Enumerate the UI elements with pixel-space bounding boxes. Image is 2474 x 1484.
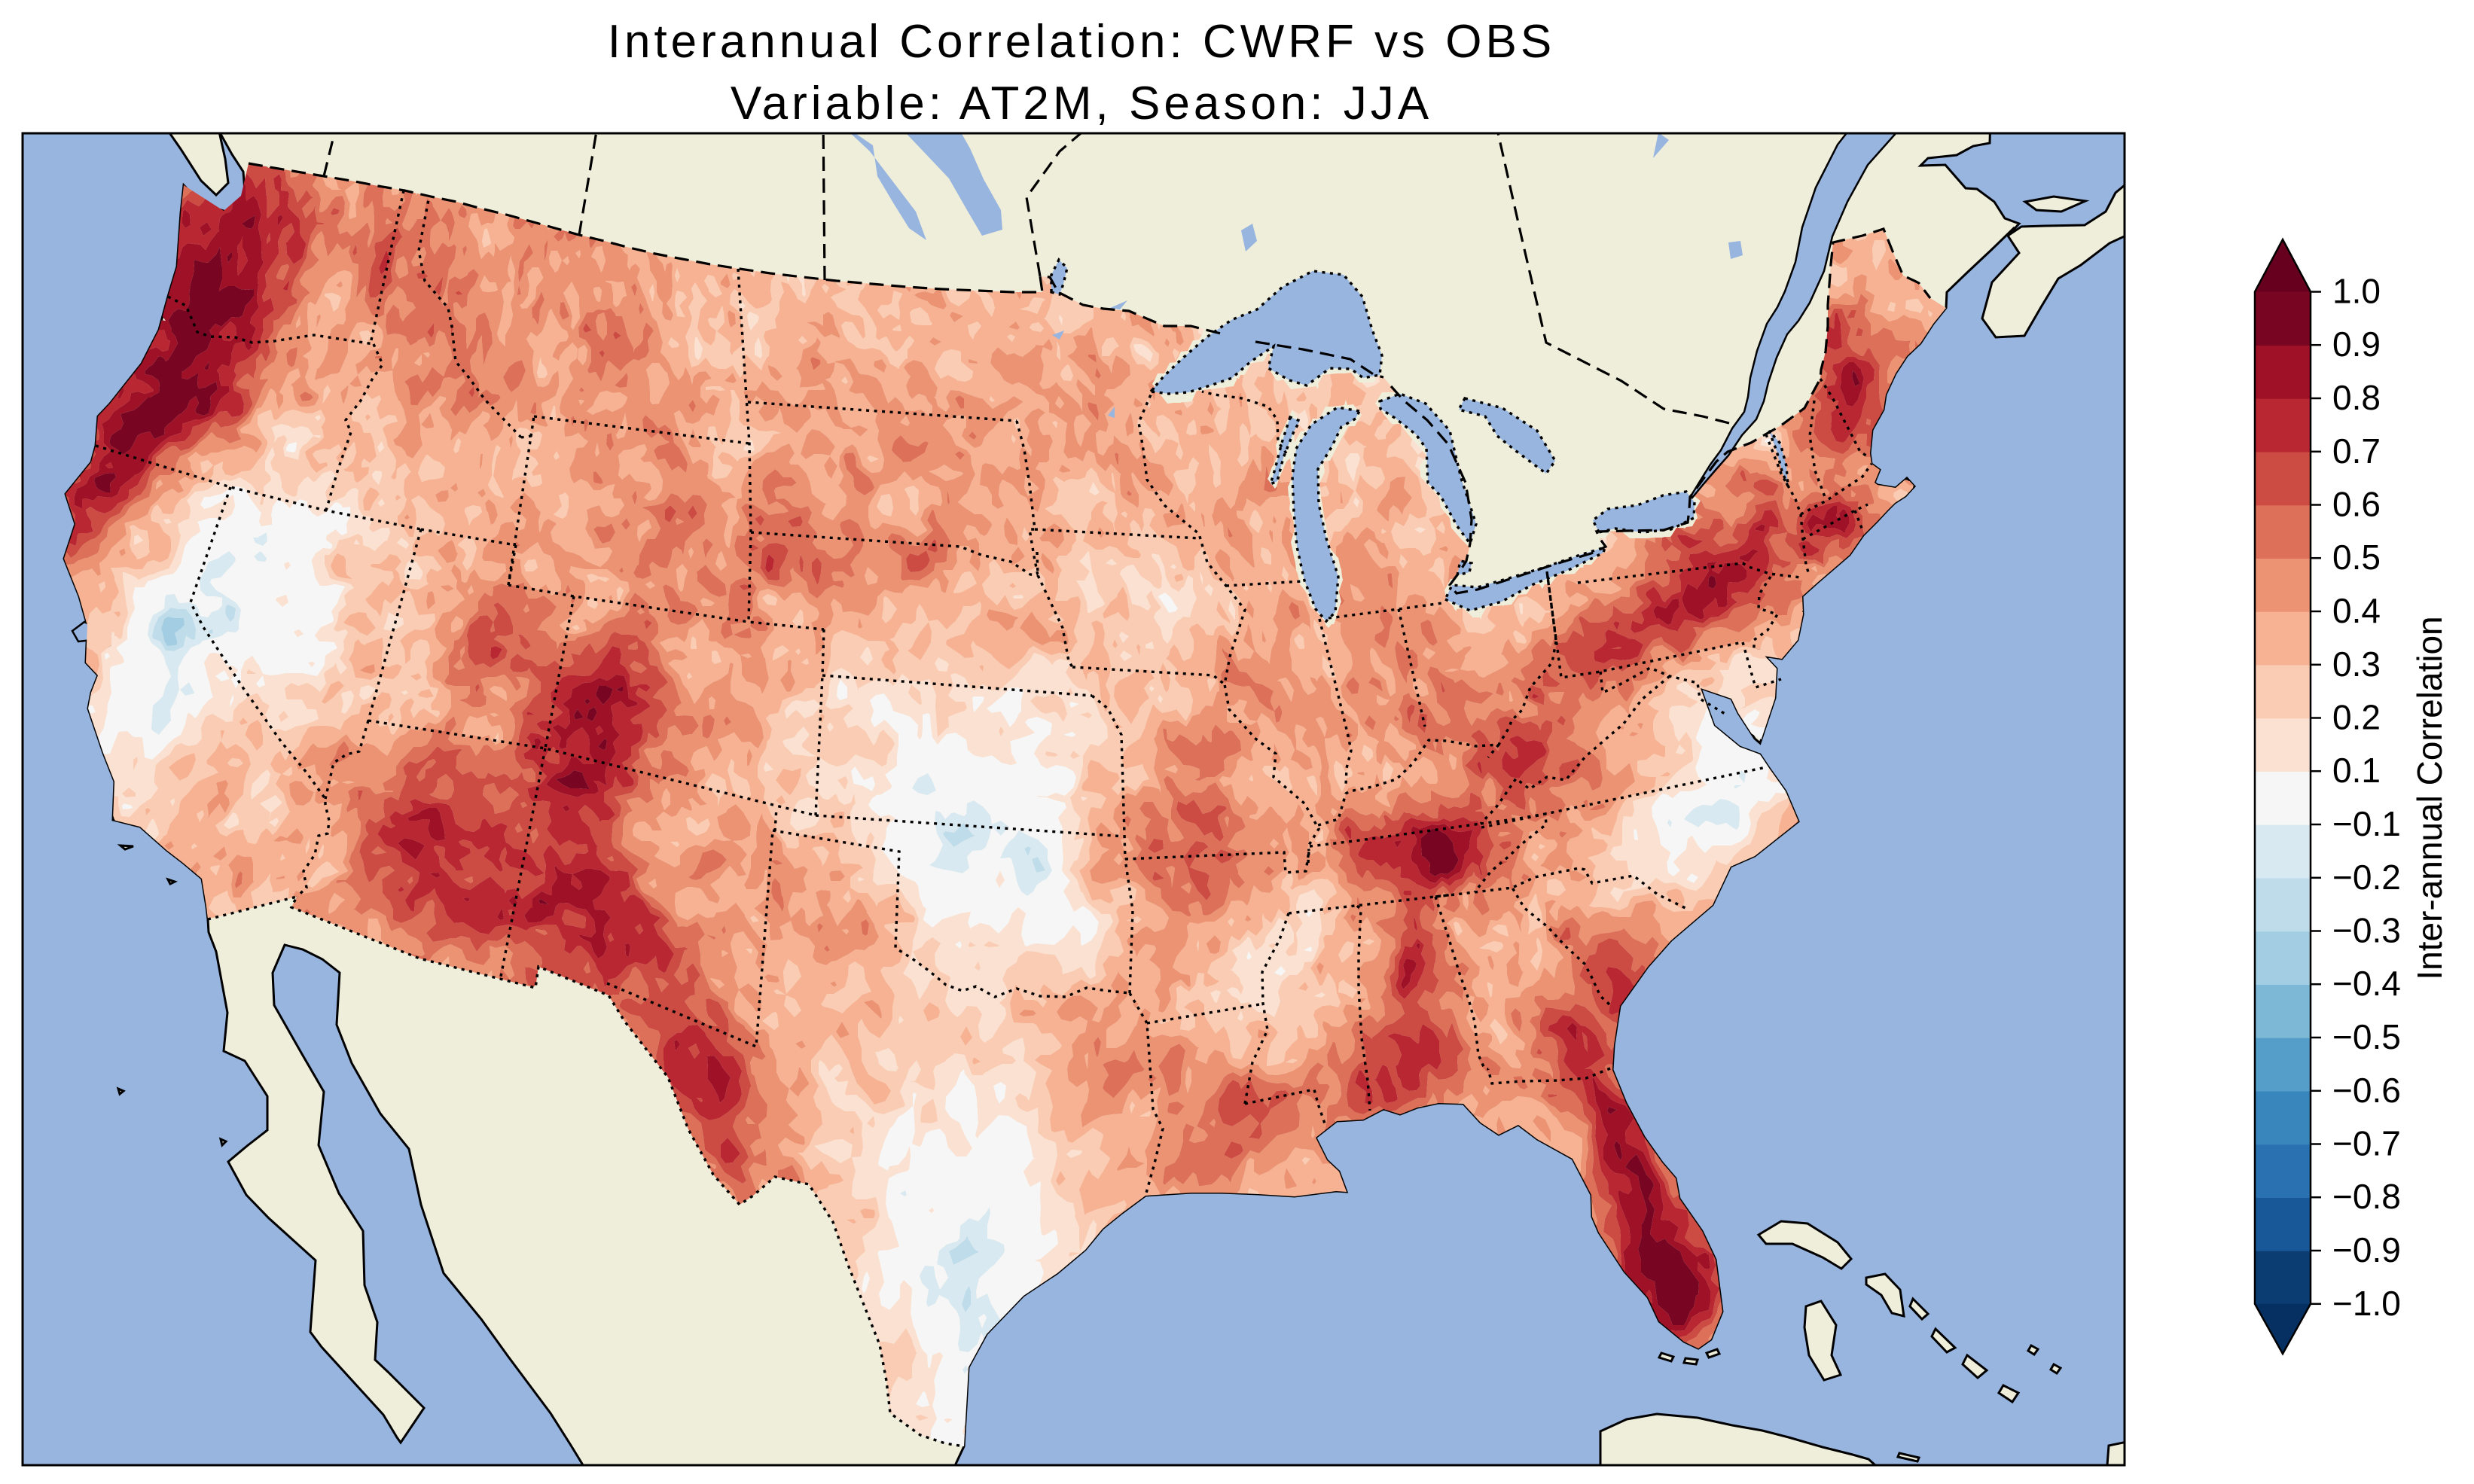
- svg-text:−1.0: −1.0: [2332, 1284, 2401, 1323]
- svg-text:0.3: 0.3: [2332, 644, 2381, 684]
- svg-text:0.9: 0.9: [2332, 325, 2381, 364]
- svg-text:Variable: AT2M, Season: JJA: Variable: AT2M, Season: JJA: [731, 78, 1432, 130]
- svg-text:1.0: 1.0: [2332, 272, 2381, 311]
- svg-text:−0.9: −0.9: [2332, 1230, 2401, 1269]
- svg-text:−0.5: −0.5: [2332, 1017, 2401, 1056]
- svg-text:0.2: 0.2: [2332, 698, 2381, 737]
- svg-text:−0.8: −0.8: [2332, 1177, 2401, 1216]
- svg-text:Inter-annual Correlation: Inter-annual Correlation: [2410, 616, 2449, 980]
- svg-text:0.7: 0.7: [2332, 431, 2381, 471]
- svg-text:−0.4: −0.4: [2332, 964, 2401, 1003]
- svg-text:−0.3: −0.3: [2332, 911, 2401, 950]
- svg-text:−0.2: −0.2: [2332, 858, 2401, 897]
- svg-text:Interannual Correlation: CWRF: Interannual Correlation: CWRF vs OBS: [608, 16, 1556, 68]
- svg-text:0.5: 0.5: [2332, 538, 2381, 577]
- svg-text:0.8: 0.8: [2332, 378, 2381, 417]
- svg-text:0.4: 0.4: [2332, 591, 2381, 630]
- svg-text:0.6: 0.6: [2332, 485, 2381, 524]
- svg-text:−0.1: −0.1: [2332, 804, 2401, 843]
- svg-text:0.1: 0.1: [2332, 751, 2381, 790]
- svg-text:−0.6: −0.6: [2332, 1071, 2401, 1110]
- svg-text:−0.7: −0.7: [2332, 1124, 2401, 1163]
